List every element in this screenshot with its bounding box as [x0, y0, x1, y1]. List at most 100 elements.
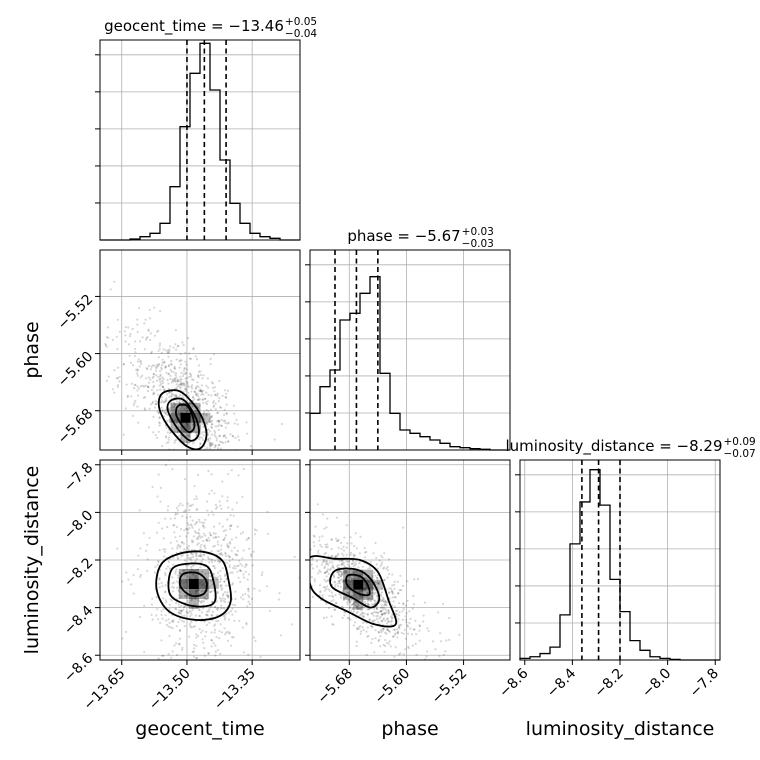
scatter-point [143, 650, 146, 653]
scatter-point [223, 613, 226, 617]
scatter-point [391, 591, 394, 594]
scatter-point [199, 554, 202, 558]
scatter-point [238, 619, 241, 623]
scatter-point [195, 555, 198, 558]
scatter-point [184, 509, 187, 512]
x-tick-label: −5.68 [314, 666, 356, 708]
scatter-point [179, 383, 182, 386]
scatter-point [401, 610, 404, 613]
scatter-point [369, 624, 372, 628]
scatter-point [310, 576, 313, 579]
scatter-point [381, 613, 384, 616]
scatter-point [193, 603, 196, 606]
scatter-point [218, 522, 221, 525]
scatter-point [173, 365, 176, 368]
scatter-point [164, 349, 167, 352]
contour-outer [157, 389, 208, 450]
scatter-point [167, 387, 170, 390]
scatter-point [116, 384, 120, 387]
scatter-point [382, 608, 385, 611]
scatter-point [227, 440, 230, 443]
scatter-point [166, 351, 169, 354]
scatter-point [205, 422, 208, 425]
scatter-point [148, 308, 151, 311]
scatter-point [199, 553, 202, 556]
scatter-point [164, 599, 167, 602]
scatter-point [349, 553, 352, 556]
scatter-point [157, 430, 160, 433]
scatter-point [376, 597, 379, 600]
scatter-point [186, 528, 189, 531]
scatter-point [208, 418, 211, 421]
scatter-point [185, 595, 188, 598]
scatter-point [320, 545, 323, 549]
scatter-point [187, 532, 190, 535]
scatter-point [218, 630, 221, 633]
scatter-point [391, 584, 394, 587]
scatter-point [346, 571, 349, 574]
scatter-point [340, 573, 343, 576]
scatter-point [224, 633, 227, 636]
scatter-point [326, 570, 329, 573]
y-tick-label: −7.8 [61, 460, 96, 495]
histogram-luminosity_distance [519, 469, 720, 661]
scatter-point [182, 510, 185, 513]
scatter-point [229, 528, 232, 531]
scatter-point [336, 571, 339, 574]
panel-title-luminosity_distance: luminosity_distance = −8.29 +0.09−0.07 [505, 436, 755, 460]
scatter-point [214, 503, 217, 506]
scatter-point [171, 627, 174, 630]
scatter-point [210, 614, 213, 617]
scatter-point [197, 374, 200, 377]
scatter-point [381, 599, 385, 603]
scatter-point [364, 576, 367, 580]
scatter-point [136, 374, 139, 377]
scatter-point [212, 536, 215, 539]
scatter-point [178, 402, 181, 405]
scatter-point [141, 384, 144, 387]
scatter-point [157, 356, 160, 359]
scatter-point [185, 388, 188, 391]
scatter-point [164, 517, 167, 520]
scatter-point [182, 570, 185, 573]
scatter-point [386, 565, 389, 569]
scatter-point [157, 618, 160, 621]
scatter-point [234, 553, 237, 556]
scatter-point [383, 613, 386, 616]
scatter-point [322, 558, 325, 561]
scatter-point [409, 617, 412, 621]
scatter-point [345, 524, 348, 527]
scatter-point [180, 382, 183, 385]
scatter-point [362, 628, 365, 632]
scatter-point [223, 434, 226, 437]
scatter-point [236, 525, 239, 528]
scatter-point [217, 619, 220, 623]
scatter-point [212, 400, 215, 403]
scatter-point [214, 536, 217, 539]
scatter-point [411, 644, 414, 647]
panel-title-geocent_time: geocent_time = −13.46 +0.05−0.04 [104, 16, 317, 40]
scatter-point [345, 560, 348, 563]
scatter-point [160, 399, 164, 402]
scatter-point [192, 535, 195, 538]
scatter-point [152, 393, 155, 396]
scatter-point [197, 598, 200, 601]
scatter-point [166, 509, 169, 512]
scatter-point [167, 373, 170, 376]
scatter-point [188, 509, 191, 512]
scatter-point [210, 510, 213, 513]
scatter-point [194, 614, 198, 617]
scatter-point [240, 570, 243, 573]
scatter-point [158, 578, 161, 581]
scatter-point [187, 391, 190, 394]
scatter-point [164, 365, 167, 369]
scatter-point [204, 613, 208, 616]
scatter-point [358, 608, 362, 611]
scatter-point [207, 438, 210, 441]
scatter-point [408, 610, 411, 613]
scatter-point [397, 625, 401, 628]
scatter-point [381, 598, 384, 601]
scatter-point [326, 568, 330, 571]
scatter-point [174, 570, 177, 573]
scatter-point [221, 525, 224, 528]
